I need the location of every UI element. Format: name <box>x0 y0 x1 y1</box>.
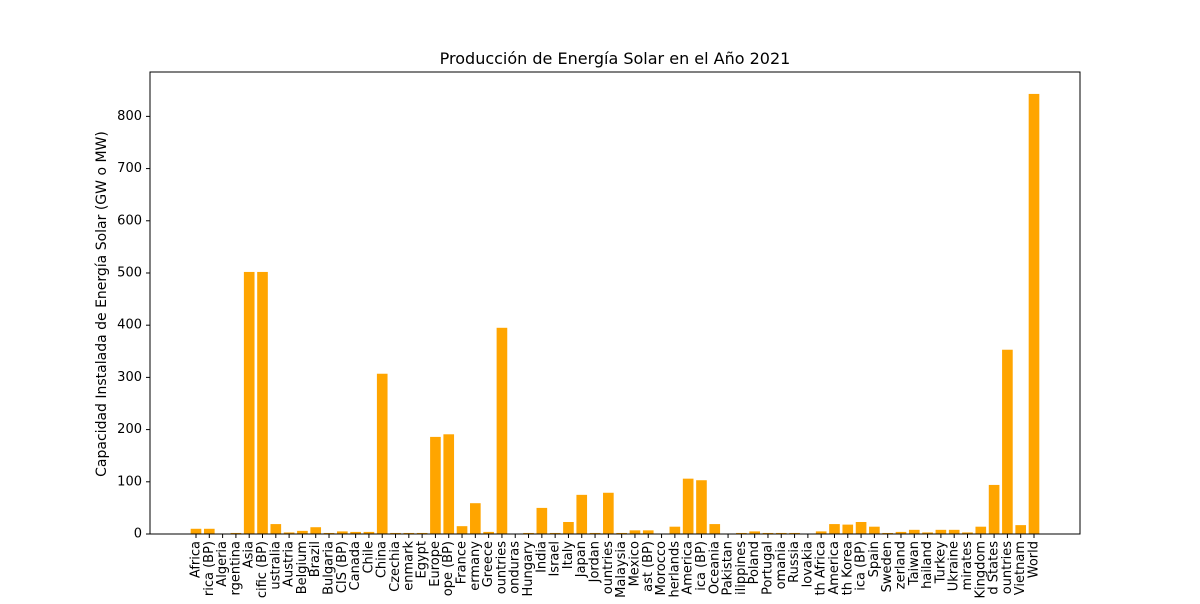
bar <box>856 522 867 534</box>
bar <box>909 530 920 534</box>
bar <box>497 328 508 534</box>
bar <box>869 527 880 534</box>
bars-layer <box>191 94 1040 534</box>
bar <box>270 524 281 534</box>
bar <box>310 527 321 534</box>
bar <box>1002 350 1013 534</box>
y-axis-label: Capacidad Instalada de Energía Solar (GW… <box>94 131 110 477</box>
chart-title: Producción de Energía Solar en el Año 20… <box>440 49 791 68</box>
bar <box>989 485 1000 534</box>
bar <box>643 530 654 534</box>
y-tick-label: 600 <box>117 213 142 228</box>
bar <box>936 530 947 534</box>
y-axis-ticks: 0 100 200 300 400 500 600 700 800 <box>117 109 150 542</box>
bar <box>470 503 481 534</box>
bar <box>443 434 454 534</box>
bar <box>1015 525 1026 534</box>
bar <box>576 495 587 534</box>
y-tick-label: 500 <box>117 265 142 280</box>
y-tick-label: 400 <box>117 318 142 333</box>
bar <box>683 479 694 534</box>
bar <box>457 526 468 534</box>
bar <box>829 524 840 534</box>
x-tick-label: World <box>1027 541 1042 578</box>
bar <box>975 527 986 534</box>
y-tick-label: 100 <box>117 474 142 489</box>
bar <box>377 374 388 534</box>
bar <box>949 530 960 534</box>
bar <box>1029 94 1040 534</box>
bar <box>630 530 641 534</box>
bar <box>537 508 548 534</box>
bar <box>670 527 681 534</box>
y-tick-label: 0 <box>134 527 142 542</box>
y-tick-label: 800 <box>117 109 142 124</box>
bar <box>563 522 574 534</box>
bar <box>709 524 720 534</box>
bar <box>842 525 853 534</box>
bar <box>430 437 441 534</box>
y-tick-label: 700 <box>117 161 142 176</box>
plot-area-frame <box>150 72 1080 534</box>
bar <box>603 493 614 534</box>
bar <box>696 480 707 534</box>
y-tick-label: 300 <box>117 370 142 385</box>
bar <box>244 272 255 534</box>
bar <box>191 529 202 534</box>
bar <box>257 272 268 534</box>
bar <box>204 529 215 534</box>
y-tick-label: 200 <box>117 422 142 437</box>
